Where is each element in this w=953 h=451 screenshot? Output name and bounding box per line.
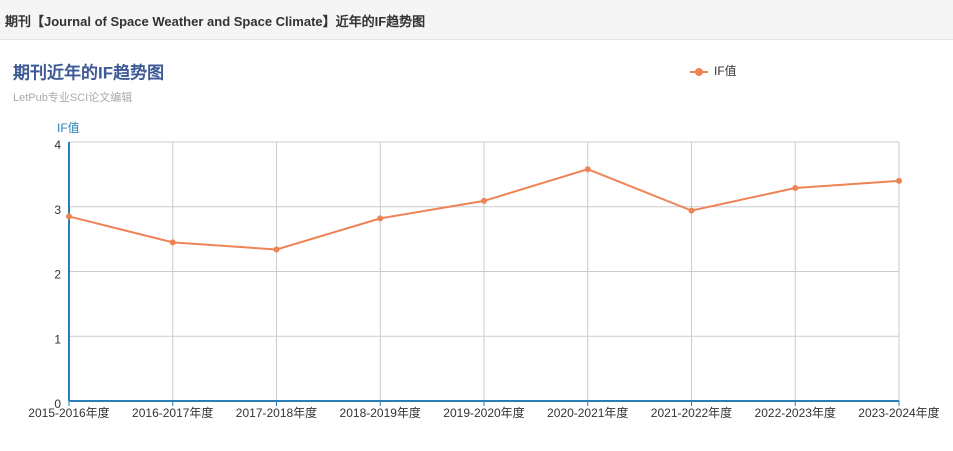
y-tick-label: 3 bbox=[54, 203, 61, 217]
chart: 期刊近年的IF趋势图 LetPub专业SCI论文编辑 IF值 0 1 2 3 4 2015… bbox=[13, 62, 940, 420]
data-point bbox=[896, 177, 902, 184]
data-point bbox=[688, 207, 695, 214]
data-point bbox=[792, 184, 799, 191]
y-tick-label: 0 bbox=[54, 397, 61, 411]
x-tick-label: 2021-2022年度 bbox=[651, 405, 732, 420]
x-tick-label: 2020-2021年度 bbox=[547, 405, 628, 420]
x-tick-label: 2019-2020年度 bbox=[443, 405, 524, 420]
x-tick-label: 2018-2019年度 bbox=[340, 405, 421, 420]
chart-title: 期刊近年的IF趋势图 bbox=[13, 62, 164, 82]
y-tick-label: 4 bbox=[54, 138, 61, 152]
data-point bbox=[481, 197, 487, 204]
chart-subtitle: LetPub专业SCI论文编辑 bbox=[13, 90, 132, 104]
x-tick-label: 2016-2017年度 bbox=[132, 405, 213, 420]
y-tick-label: 1 bbox=[54, 332, 61, 346]
data-point bbox=[66, 213, 72, 220]
data-point bbox=[169, 239, 176, 246]
data-point bbox=[584, 166, 591, 173]
x-tick-label: 2017-2018年度 bbox=[236, 405, 317, 420]
legend-label: IF值 bbox=[714, 63, 737, 78]
data-point bbox=[377, 215, 384, 222]
x-tick-label: 2023-2024年度 bbox=[858, 405, 939, 420]
y-axis-title: IF值 bbox=[57, 120, 80, 135]
x-tick-label: 2015-2016年度 bbox=[28, 405, 109, 420]
data-point bbox=[273, 246, 280, 253]
y-tick-label: 2 bbox=[54, 268, 61, 282]
header: 期刊【Journal of Space Weather and Space Cl… bbox=[0, 0, 953, 40]
x-tick-label: 2022-2023年度 bbox=[755, 405, 836, 420]
legend-marker bbox=[695, 68, 703, 76]
